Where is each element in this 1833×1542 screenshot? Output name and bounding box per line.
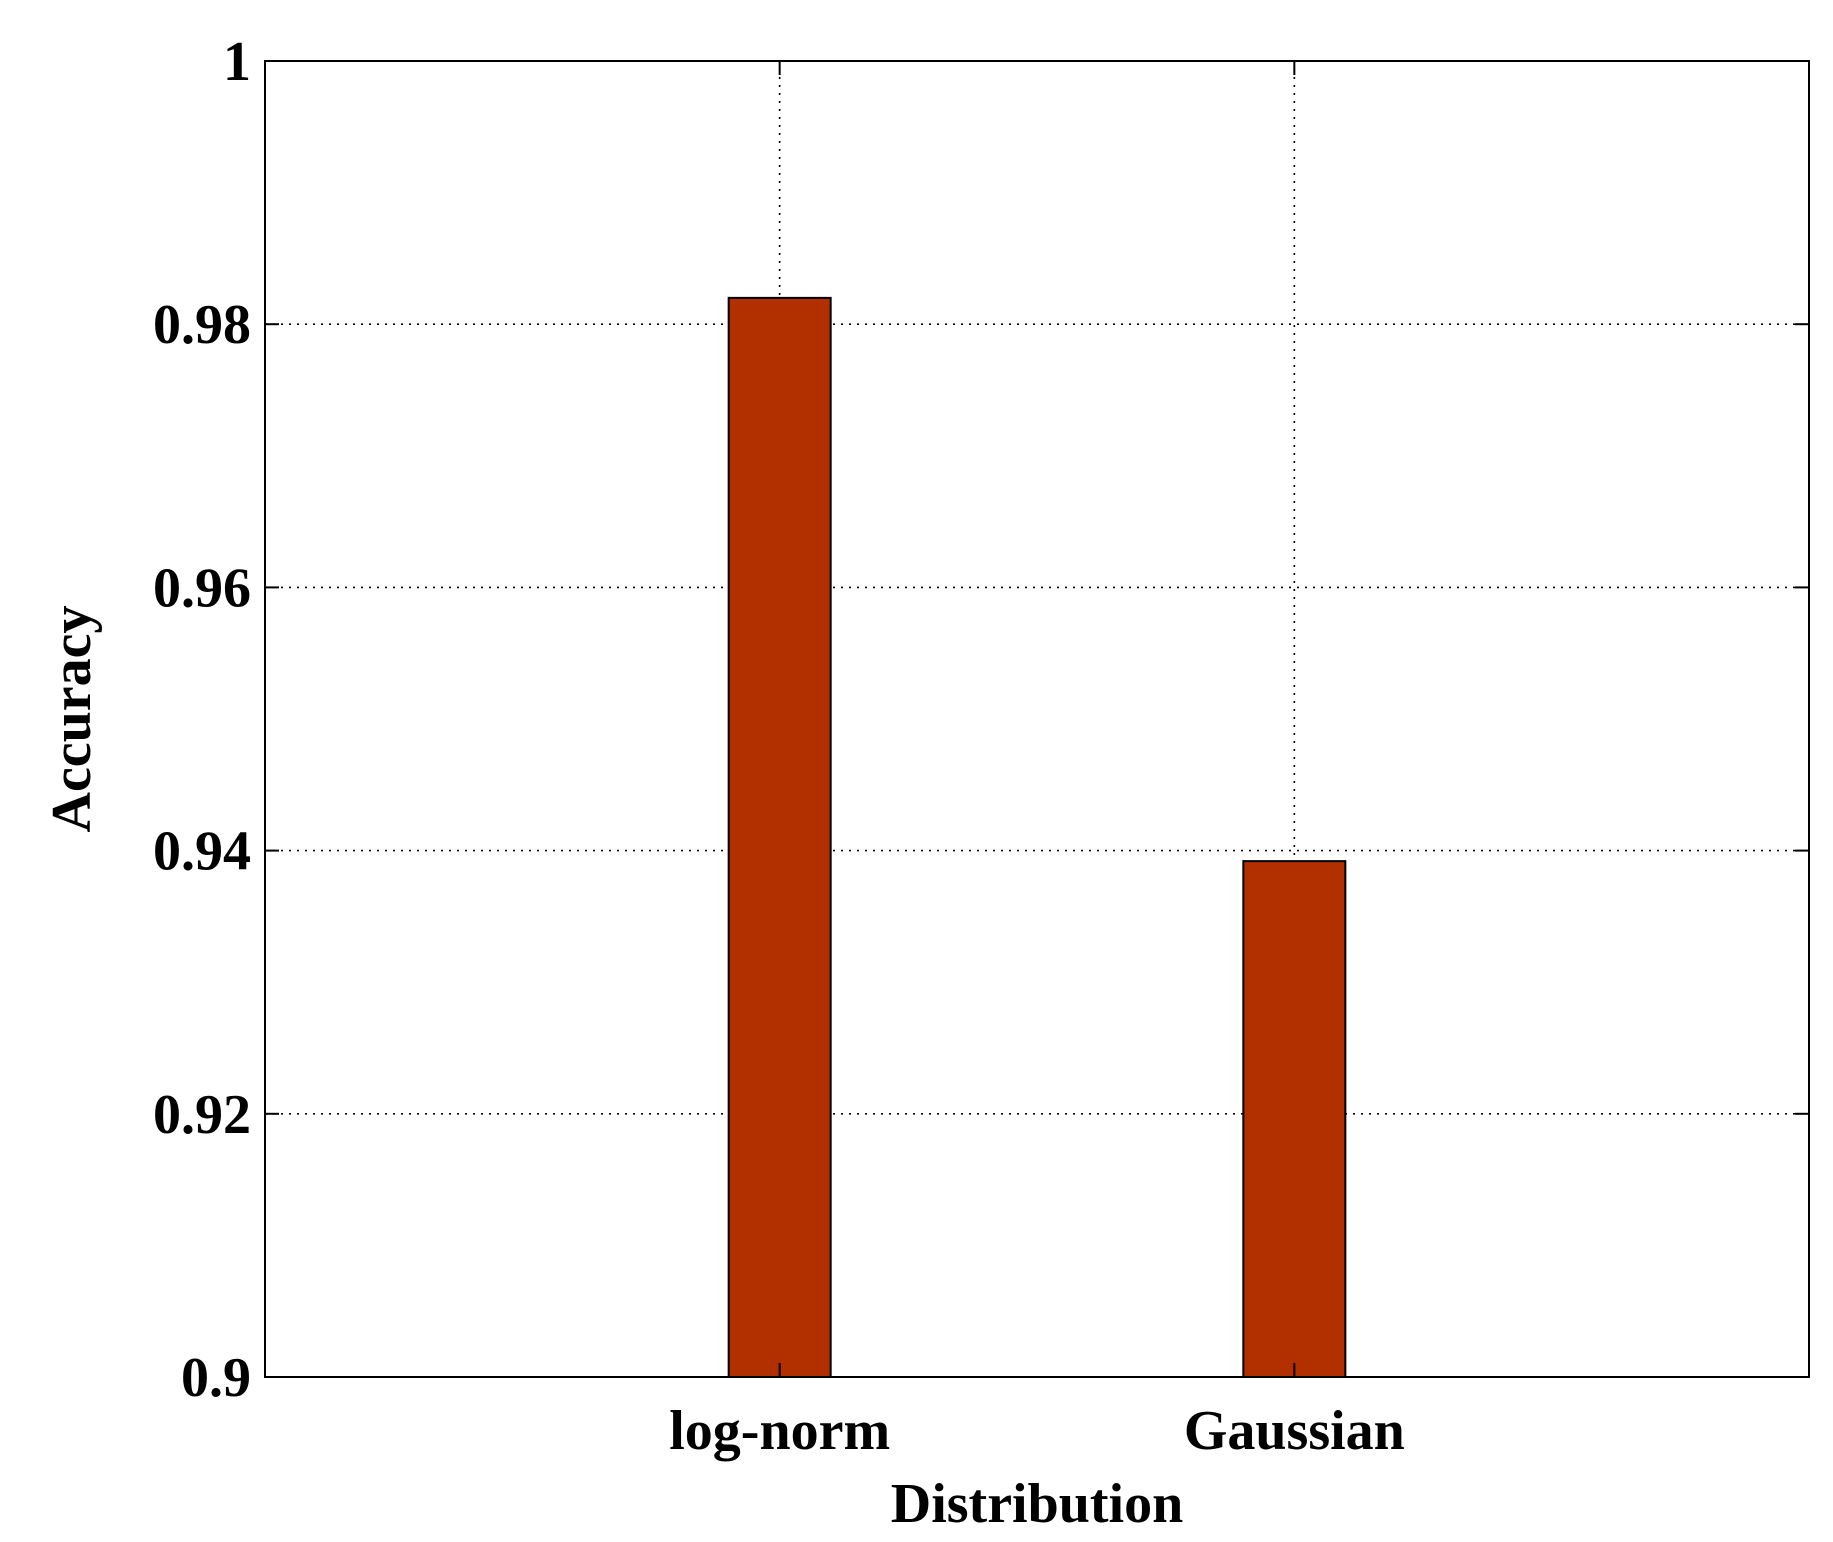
tick-marks <box>265 60 1809 1378</box>
bars <box>727 296 1347 1378</box>
bar-log-norm <box>727 296 832 1378</box>
y-tick-label: 1 <box>223 31 251 93</box>
x-axis-label: Distribution <box>891 1473 1184 1535</box>
y-tick-label: 0.92 <box>153 1084 251 1146</box>
y-tick-label: 0.9 <box>181 1347 251 1409</box>
x-axis-tick-labels: log-norm Gaussian <box>669 1400 1405 1462</box>
bar-gaussian <box>1242 860 1347 1378</box>
x-tick-label: Gaussian <box>1184 1400 1405 1462</box>
y-tick-label: 0.98 <box>153 294 251 356</box>
y-tick-label: 0.94 <box>153 821 251 883</box>
x-tick-label: log-norm <box>669 1400 890 1462</box>
plot-area-frame <box>264 60 1810 1378</box>
y-axis-label: Accuracy <box>41 605 103 832</box>
y-tick-label: 0.96 <box>153 557 251 619</box>
grid-lines <box>265 61 1809 1377</box>
y-axis-tick-labels: 0.9 0.92 0.94 0.96 0.98 1 <box>153 31 251 1409</box>
